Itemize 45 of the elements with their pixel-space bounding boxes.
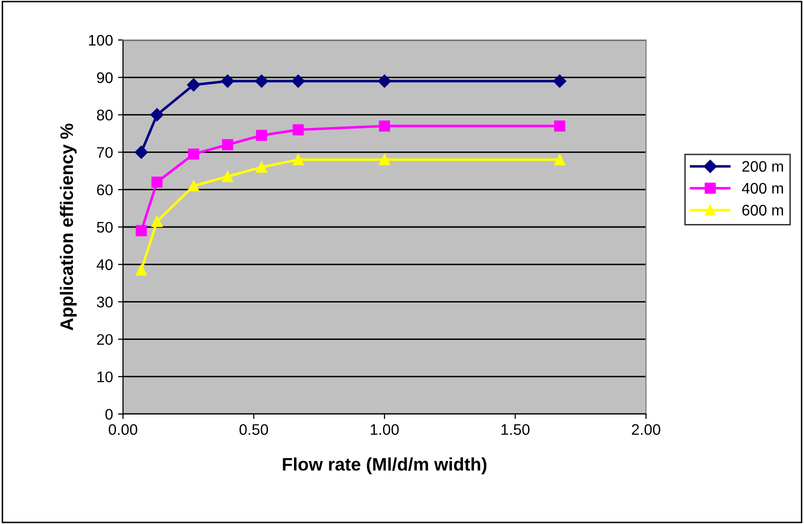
- point: [554, 154, 566, 166]
- point: [151, 216, 163, 227]
- point: [292, 154, 304, 166]
- x-tick-label: 1.00: [370, 424, 399, 435]
- y-tick-label: 80: [96, 110, 113, 120]
- y-tick-label: 90: [97, 72, 113, 84]
- y-tick-label: 20: [97, 334, 113, 345]
- x-axis-title: Flow rate (Ml/d/m width): [282, 457, 486, 474]
- legend-label: 600 m: [742, 204, 783, 216]
- x-tick-label: 0.50: [239, 424, 268, 435]
- y-tick-label: 50: [96, 222, 113, 233]
- point: [256, 162, 268, 173]
- point: [378, 74, 392, 88]
- y-tick-label: 10: [97, 371, 113, 382]
- y-tick-label: 60: [97, 184, 113, 196]
- point: [136, 264, 147, 276]
- legend-label: 400 m: [742, 182, 783, 194]
- point: [188, 180, 200, 192]
- point: [188, 148, 200, 160]
- point: [553, 74, 566, 88]
- y-tick-label: 100: [88, 34, 113, 46]
- point: [222, 170, 234, 182]
- y-axis-title: Application efficiency %: [60, 124, 77, 330]
- point: [150, 108, 164, 122]
- x-tick-label: 2.00: [632, 424, 660, 435]
- point: [136, 225, 147, 236]
- point: [292, 74, 305, 88]
- point: [554, 120, 566, 132]
- point: [255, 74, 268, 88]
- point: [378, 120, 390, 132]
- y-tick-label: 30: [96, 296, 113, 308]
- point: [292, 124, 304, 136]
- point: [151, 176, 163, 188]
- point: [256, 130, 268, 141]
- y-tick-label: 70: [97, 147, 113, 158]
- x-tick-label: 0.00: [108, 424, 138, 435]
- y-tick-label: 40: [96, 259, 113, 270]
- point: [134, 146, 148, 159]
- legend-label: 200 m: [742, 161, 783, 172]
- point: [187, 78, 200, 92]
- point: [221, 74, 234, 88]
- point: [222, 139, 234, 150]
- x-tick-label: 1.50: [502, 424, 530, 435]
- y-tick-label: 0: [105, 408, 113, 420]
- point: [378, 154, 390, 166]
